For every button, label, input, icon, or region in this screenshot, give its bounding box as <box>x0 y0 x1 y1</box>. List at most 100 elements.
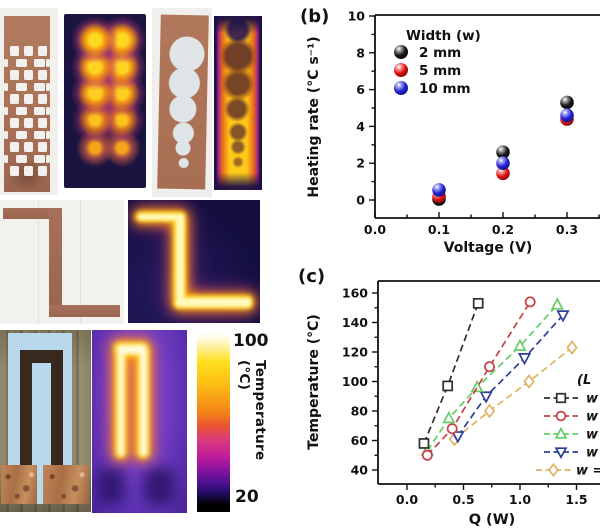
chart-b-point <box>432 183 446 197</box>
mesh-hole <box>38 166 47 176</box>
chart-c-series-line <box>426 301 531 456</box>
chart-b-xlabel: Voltage (V) <box>444 240 533 256</box>
mesh-hole <box>34 83 45 91</box>
chart-b-point <box>496 166 510 181</box>
mesh-hole <box>10 142 19 152</box>
mesh-hole <box>10 46 19 56</box>
thermal-image-circle-strip <box>214 16 262 190</box>
chart-c-legend-title: (L <box>577 373 591 388</box>
photo-mesh-strip-card <box>0 8 58 195</box>
chart-c-xtick-label: 1.5 <box>565 492 587 507</box>
chart-b-legend-marker <box>394 81 408 95</box>
chart-c-point-diamond <box>483 403 496 419</box>
mesh-hole <box>46 59 50 67</box>
chart-b-xtick-label: 0.0 <box>364 222 386 237</box>
mesh-hole <box>4 107 8 115</box>
chart-c-point-circle <box>524 296 536 308</box>
mesh-hole <box>10 70 19 80</box>
z-trace-vertical-bar <box>49 208 62 308</box>
chart-c-series-line <box>453 346 573 440</box>
chart-c-point-square <box>555 392 567 404</box>
mesh-hole <box>24 46 33 56</box>
chart-c-point-triangle-up <box>513 338 527 351</box>
photo-u-heater <box>0 330 91 512</box>
mesh-hole <box>16 131 27 139</box>
chart-c-point-triangle-down <box>451 431 465 444</box>
chart-c-ytick-label: 120 <box>342 345 368 360</box>
z-trace-bottom-bar <box>49 305 120 317</box>
chart-b-point <box>560 95 574 110</box>
chart-b-ytick-label: 2 <box>356 156 365 171</box>
chart-b-ytick-label: 8 <box>356 45 365 60</box>
chart-b-legend-label: 5 mm <box>419 63 461 79</box>
mesh-hole <box>38 142 47 152</box>
mesh-hole <box>46 131 50 139</box>
thermal-image-mesh-strip <box>64 14 146 188</box>
colorbar-max-label: 100 <box>233 331 269 351</box>
chart-b-ylabel: Heating rate (°C s⁻¹) <box>306 36 322 197</box>
chart-c-series-line <box>457 314 564 437</box>
paper-seam <box>80 200 81 324</box>
chart-c-xtick-label: 0.5 <box>452 492 474 507</box>
mesh-hole <box>4 131 8 139</box>
thermal-image-u-heater <box>92 330 187 513</box>
temperature-colorbar <box>197 333 230 512</box>
chart-b-ytick-label: 6 <box>356 82 365 97</box>
chart-c-point-square <box>442 380 454 392</box>
mesh-hole <box>16 83 27 91</box>
thermal-glow-layer <box>128 200 260 323</box>
chart-c-ytick-label: 60 <box>351 433 369 448</box>
copper-foil-electrode-left <box>1 465 37 504</box>
chart-b-legend-marker <box>394 63 408 77</box>
chart-c-legend-label: w <box>586 392 599 407</box>
chart-b-point <box>496 156 510 170</box>
chart-c-legend-label: w <box>586 428 599 443</box>
chart-b-xtick-label: 0.2 <box>492 222 514 237</box>
chart-b-point <box>496 145 510 159</box>
thermal-electrode-shadow-left <box>98 468 124 504</box>
mesh-hole <box>34 155 45 163</box>
photo-mesh-strip-copper <box>4 16 50 192</box>
mesh-hole <box>10 118 19 128</box>
chart-c-xlabel: Q (W) <box>469 512 516 528</box>
chart-b-legend-label: 10 mm <box>419 81 471 97</box>
chart-c-point-triangle-down <box>556 310 570 323</box>
mesh-hole <box>4 83 8 91</box>
chart-c-ylabel: Temperature (°C) <box>306 314 322 450</box>
mesh-hole <box>24 70 33 80</box>
chart-c-frame <box>377 280 600 485</box>
chart-b-ytick-label: 0 <box>356 193 365 208</box>
chart-c-point-diamond <box>523 374 535 389</box>
chart-b-point <box>560 108 574 123</box>
thermal-glow-layer <box>92 330 187 513</box>
mesh-hole <box>34 131 45 139</box>
chart-c-point-square <box>418 438 430 449</box>
chart-c-point-triangle-up <box>470 380 484 393</box>
chart-c-ytick-label: 140 <box>342 315 368 330</box>
chart-b-ytick-label: 4 <box>356 119 365 134</box>
mesh-hole <box>4 59 8 67</box>
mesh-hole <box>24 142 33 152</box>
chart-b-legend-label: 2 mm <box>419 45 461 61</box>
thermal-electrode-shadow-right <box>144 468 174 504</box>
chart-c-point-diamond <box>566 340 578 355</box>
chart-c-point-circle <box>555 410 567 422</box>
mesh-hole <box>46 83 50 91</box>
chart-c-legend-label: w = <box>576 464 600 479</box>
chart-c-point-triangle-up <box>554 426 568 439</box>
mesh-hole <box>16 59 27 67</box>
chart-c-point-triangle-down <box>479 391 493 404</box>
chart-c-point-circle <box>446 423 458 435</box>
chart-c-point-triangle-down <box>554 447 568 460</box>
mesh-hole <box>46 107 50 115</box>
u-trace-left-leg <box>20 350 32 467</box>
chart-b-frame <box>374 14 600 219</box>
chart-b-ytick-label: 10 <box>348 9 366 24</box>
copper-foil-electrode-right <box>43 465 89 504</box>
u-trace-right-leg <box>51 350 63 467</box>
z-trace-top-bar <box>3 208 61 219</box>
chart-c-point-diamond <box>548 462 559 478</box>
mesh-hole <box>34 107 45 115</box>
colorbar-title: Temperature (°C) <box>236 360 268 461</box>
